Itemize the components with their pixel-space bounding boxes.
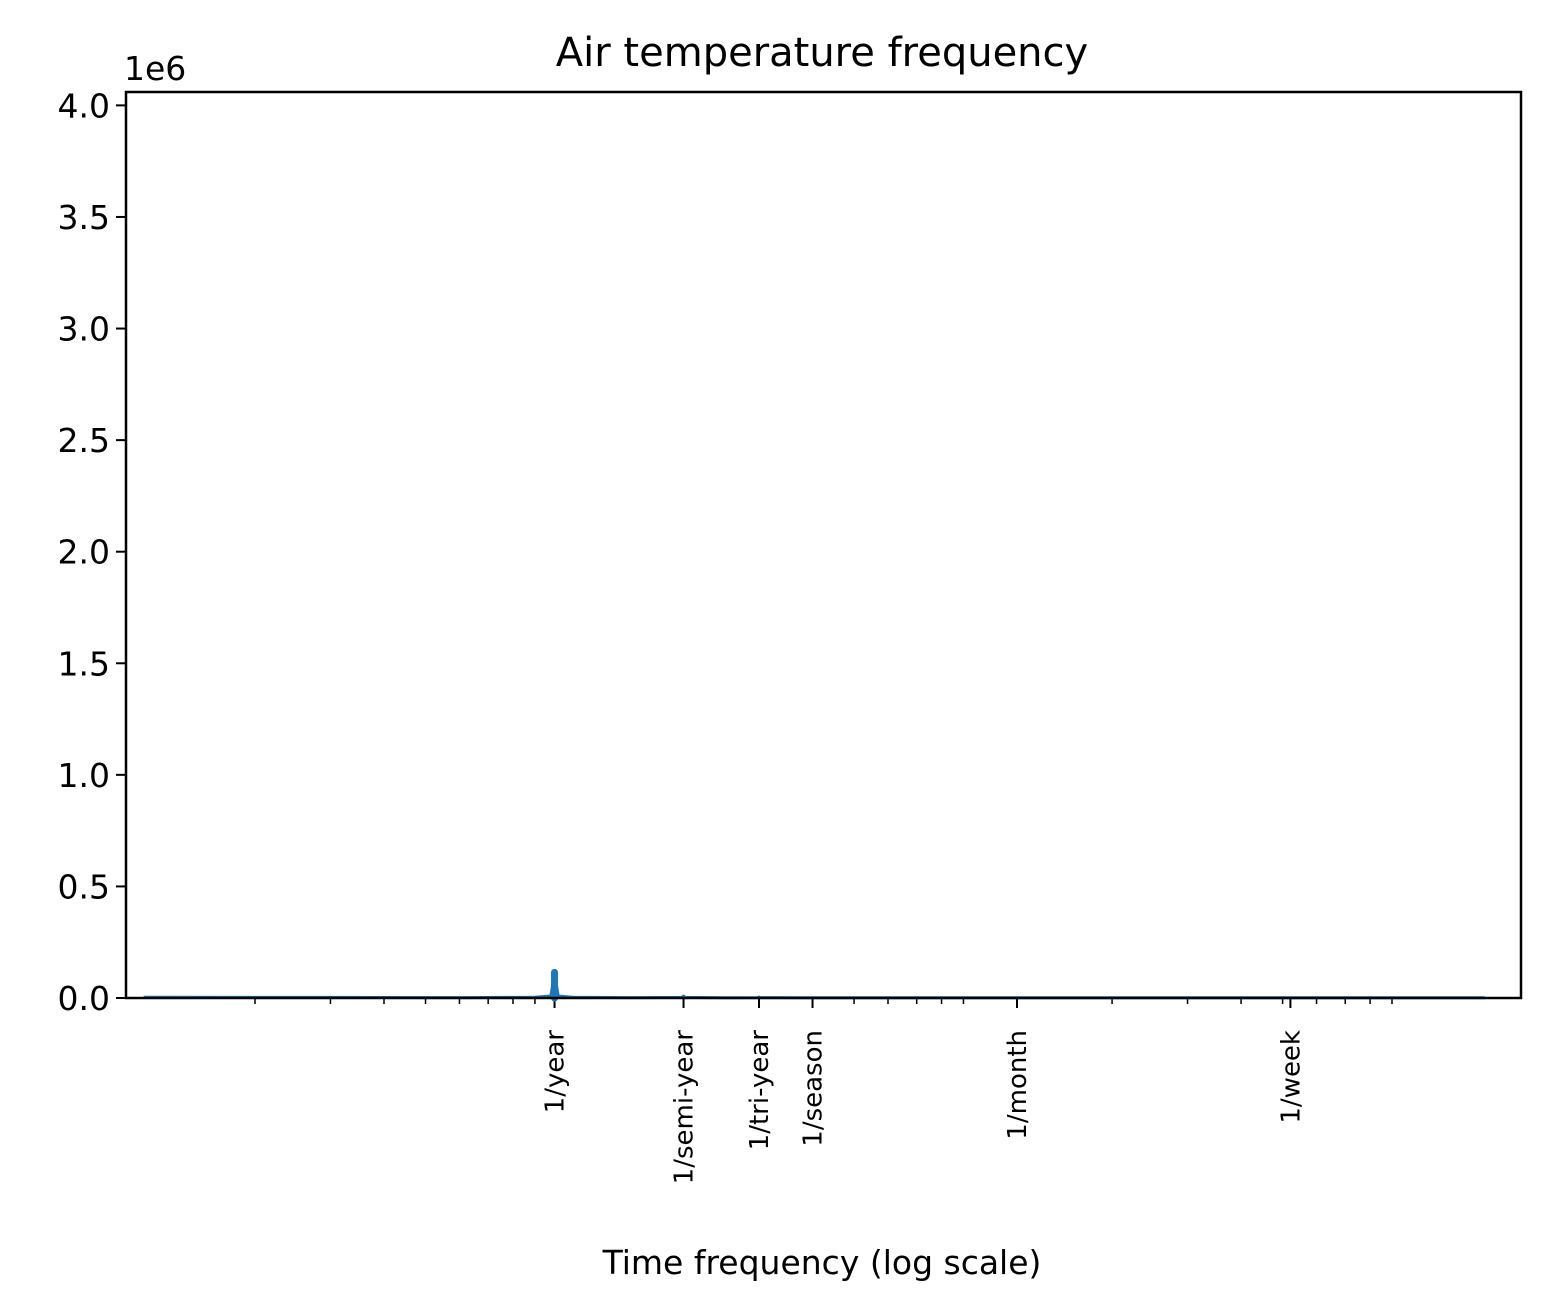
x-tick-label: 1/season — [799, 1030, 829, 1147]
y-offset-label: 1e6 — [124, 49, 186, 88]
x-tick-label: 1/year — [541, 1030, 571, 1114]
y-tick-label: 1.5 — [58, 644, 110, 683]
y-tick-label: 1.0 — [58, 756, 110, 795]
series-line — [143, 972, 1485, 1000]
y-tick-label: 4.0 — [58, 86, 110, 125]
y-tick-label: 2.5 — [58, 421, 110, 460]
x-tick-label: 1/tri-year — [745, 1030, 775, 1151]
x-tick-label: 1/semi-year — [670, 1030, 700, 1185]
y-tick-label: 3.5 — [58, 198, 110, 237]
y-axis: 0.0 0.5 1.0 1.5 2.0 2.5 3.0 3.5 4.0 — [58, 86, 126, 1018]
x-tick-label: 1/month — [1003, 1030, 1033, 1140]
x-axis-label: Time frequency (log scale) — [602, 1243, 1042, 1282]
y-tick-label: 2.0 — [58, 533, 110, 572]
y-tick-label: 0.0 — [58, 979, 110, 1018]
y-tick-label: 0.5 — [58, 867, 110, 906]
axes-frame — [124, 90, 1523, 1000]
chart-title: Air temperature frequency — [556, 30, 1088, 76]
x-axis: 1/year 1/semi-year 1/tri-year 1/season 1/mon… — [254, 998, 1393, 1185]
x-tick-label: 1/week — [1276, 1030, 1306, 1124]
y-tick-label: 3.0 — [58, 310, 110, 349]
plot-area — [143, 968, 1485, 1002]
